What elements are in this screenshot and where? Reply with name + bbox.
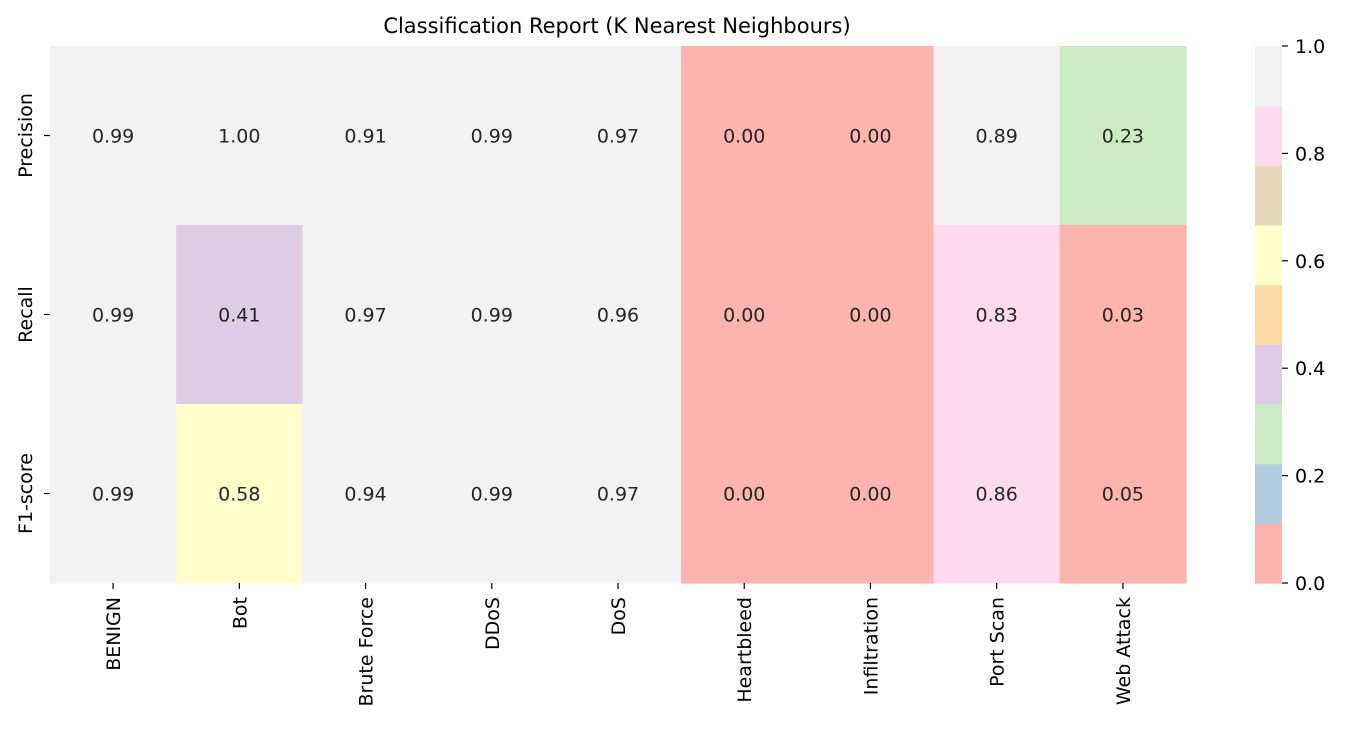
heatmap-cell [1059,225,1187,405]
heatmap-cell [554,225,682,405]
cell-value-label: 0.94 [344,484,386,506]
colorbar-segment [1255,523,1282,584]
heatmap-cells [50,46,1187,584]
heatmap-cell [807,404,935,584]
cell-value-label: 0.99 [92,305,134,327]
colorbar-segment [1255,344,1282,405]
cell-value-label: 1.00 [218,126,260,148]
heatmap-cell [807,46,935,226]
cell-value-label: 0.03 [1102,305,1144,327]
cell-value-label: 0.58 [218,484,260,506]
heatmap-cell [1059,46,1187,226]
y-axis: Precision Recall F1-score [15,93,50,534]
heatmap-cell [302,225,430,405]
heatmap-cell [933,225,1061,405]
heatmap-cell [428,225,556,405]
x-tick-label: DoS [608,597,630,635]
colorbar-tick-label: 0.0 [1295,573,1325,595]
cell-value-label: 0.00 [849,484,891,506]
cell-value-label: 0.00 [723,484,765,506]
heatmap-cell [50,46,177,226]
cell-value-label: 0.99 [92,484,134,506]
cell-value-label: 0.41 [218,305,260,327]
colorbar-segment [1255,105,1282,166]
x-tick-label: Heartbleed [734,597,756,703]
heatmap-cell-labels: 0.99 1.00 0.91 0.99 0.97 0.00 0.00 0.89 0.23 0.99… [92,126,1144,506]
cell-value-label: 0.99 [471,484,513,506]
cell-value-label: 0.83 [976,305,1018,327]
x-tick-label: Bot [229,597,251,629]
x-axis: BENIGN Bot Brute Force DDoS DoS Heartbleed Inf… [103,583,1135,706]
heatmap-cell [933,46,1061,226]
heatmap-cell [428,46,556,226]
colorbar-tick-label: 0.2 [1295,466,1325,488]
heatmap-cell [807,225,935,405]
y-tick-label: F1-score [15,453,37,534]
cell-value-label: 0.97 [344,305,386,327]
heatmap-cell [50,225,177,405]
cell-value-label: 0.05 [1102,484,1144,506]
colorbar-segment [1255,404,1282,465]
x-tick-label: Port Scan [987,597,1009,687]
x-tick-label: DDoS [482,597,504,650]
cell-value-label: 0.00 [849,126,891,148]
cell-value-label: 0.97 [597,484,639,506]
colorbar-tick-label: 0.4 [1295,358,1325,380]
cell-value-label: 0.97 [597,126,639,148]
colorbar-segment [1255,46,1282,107]
heatmap-cell [554,404,682,584]
heatmap-cell [681,404,808,584]
x-tick-label: Brute Force [356,597,378,706]
cell-value-label: 0.96 [597,305,639,327]
heatmap-cell [302,404,430,584]
cell-value-label: 0.99 [471,305,513,327]
colorbar-segment [1255,284,1282,345]
x-tick-label: BENIGN [103,597,125,671]
x-tick-label: Web Attack [1113,597,1135,705]
cell-value-label: 0.99 [471,126,513,148]
x-tick-label: Infiltration [860,597,882,695]
heatmap-cell [1059,404,1187,584]
cell-value-label: 0.23 [1102,126,1144,148]
cell-value-label: 0.00 [849,305,891,327]
heatmap-cell [176,404,304,584]
colorbar: 0.0 0.2 0.4 0.6 0.8 1.0 [1255,36,1325,595]
heatmap-cell [681,46,808,226]
colorbar-tick-label: 1.0 [1295,36,1325,58]
heatmap-cell [681,225,808,405]
heatmap-cell [554,46,682,226]
heatmap-cell [933,404,1061,584]
colorbar-segment [1255,165,1282,226]
colorbar-tick-label: 0.8 [1295,143,1325,165]
heatmap-cell [176,46,304,226]
colorbar-tick-label: 0.6 [1295,251,1325,273]
chart-title: Classification Report (K Nearest Neighbo… [383,14,850,38]
heatmap-cell [50,404,177,584]
cell-value-label: 0.00 [723,305,765,327]
cell-value-label: 0.86 [976,484,1018,506]
y-tick-label: Recall [15,286,37,343]
heatmap-cell [302,46,430,226]
colorbar-segment [1255,225,1282,286]
cell-value-label: 0.89 [976,126,1018,148]
cell-value-label: 0.91 [344,126,386,148]
cell-value-label: 0.00 [723,126,765,148]
y-tick-label: Precision [15,93,37,178]
heatmap-cell [176,225,304,405]
colorbar-segment [1255,463,1282,524]
heatmap-cell [428,404,556,584]
cell-value-label: 0.99 [92,126,134,148]
